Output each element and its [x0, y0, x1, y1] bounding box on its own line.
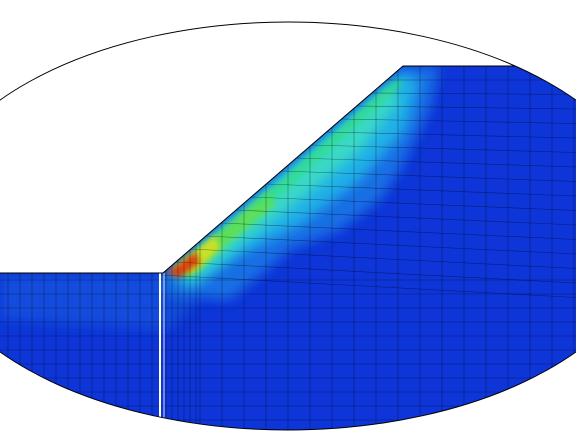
mesh-line — [236, 209, 576, 226]
mesh-line — [160, 274, 576, 298]
mesh-line — [220, 222, 576, 240]
mesh-line — [356, 105, 576, 110]
mesh-line — [190, 248, 576, 269]
mesh-line — [205, 235, 576, 255]
surface-outline — [0, 65, 576, 274]
mesh-line — [311, 144, 576, 153]
contour-light — [0, 273, 200, 330]
mesh-line — [175, 261, 576, 284]
mesh-line — [341, 118, 576, 124]
contour-streak — [250, 80, 405, 208]
mesh-line — [266, 183, 576, 197]
mesh-line — [251, 196, 576, 211]
mesh-line — [326, 131, 576, 139]
boundary-ellipse — [0, 21, 576, 431]
mesh-line — [296, 157, 576, 168]
mesh-line — [371, 92, 576, 95]
mesh-line — [281, 170, 576, 182]
contour-peak — [166, 252, 200, 278]
